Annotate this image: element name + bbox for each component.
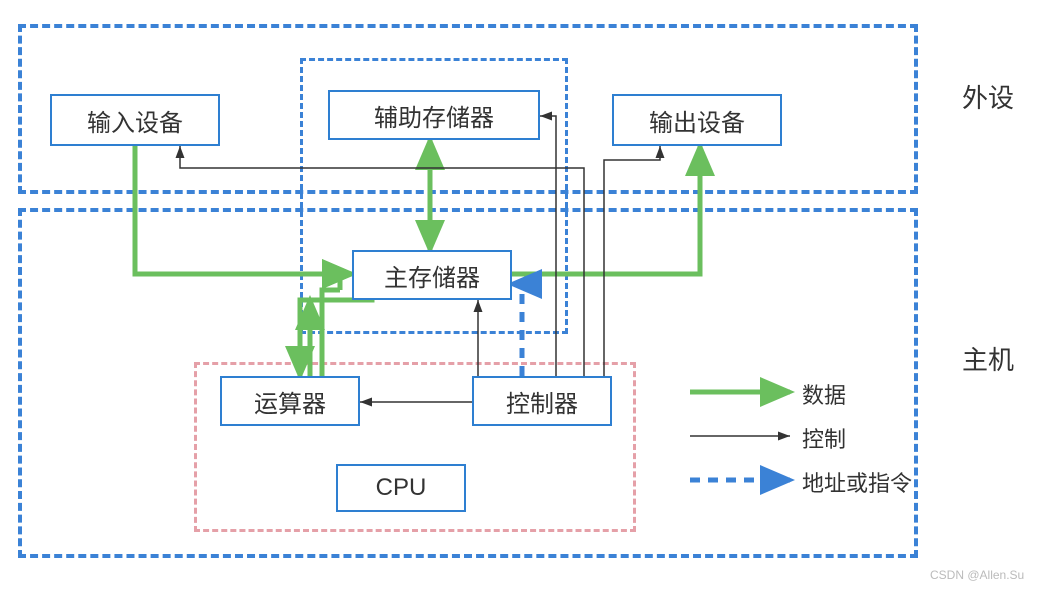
output-device-box: 输出设备 [612, 94, 782, 146]
alu-label: 运算器 [254, 384, 326, 419]
cpu-label: CPU [376, 474, 427, 502]
input-device-box: 输入设备 [50, 94, 220, 146]
controller-label: 控制器 [506, 384, 578, 419]
input-device-label: 输入设备 [87, 103, 183, 138]
legend-data-label: 数据 [802, 378, 846, 410]
aux-memory-label: 辅助存储器 [374, 98, 494, 133]
legend-control-label: 控制 [802, 422, 846, 454]
controller-box: 控制器 [472, 376, 612, 426]
legend-address-label: 地址或指令 [802, 466, 912, 498]
diagram-canvas: 输入设备 辅助存储器 输出设备 主存储器 运算器 控制器 CPU 外设 主机 数… [0, 0, 1054, 590]
main-memory-label: 主存储器 [384, 258, 480, 293]
aux-memory-box: 辅助存储器 [328, 90, 540, 140]
peripheral-label: 外设 [962, 78, 1014, 115]
host-label: 主机 [962, 340, 1014, 377]
cpu-box: CPU [336, 464, 466, 512]
alu-box: 运算器 [220, 376, 360, 426]
output-device-label: 输出设备 [649, 103, 745, 138]
watermark: CSDN @Allen.Su [930, 568, 1024, 582]
main-memory-box: 主存储器 [352, 250, 512, 300]
